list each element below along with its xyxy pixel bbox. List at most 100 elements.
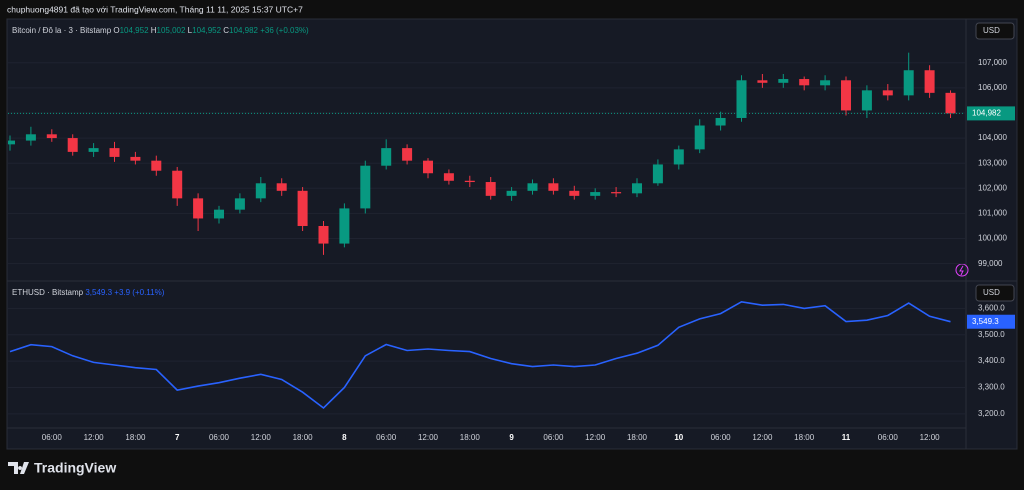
candle-body	[318, 225, 329, 244]
legend-key: O	[111, 26, 119, 35]
candle-body	[485, 182, 496, 196]
legend-key: H	[149, 26, 157, 35]
x-tick-label: 12:00	[752, 433, 773, 442]
y-tick-label: 103,000	[978, 158, 1007, 167]
candle-body	[945, 92, 956, 114]
candle-body	[234, 198, 245, 210]
candle-body	[590, 192, 601, 196]
last-price-box	[967, 106, 1015, 121]
legend-title: ETHUSD · Bitstamp	[12, 288, 84, 297]
x-tick-label: 18:00	[293, 433, 314, 442]
candle-body	[861, 90, 872, 111]
legend-key: L	[185, 26, 192, 35]
legend-change: +3.9 (+0.11%)	[112, 288, 165, 297]
y-tick-label: 3,400.0	[978, 356, 1005, 365]
candle-body	[297, 190, 308, 226]
legend-title: Bitcoin / Đô la · 3 · Bitstamp	[12, 26, 112, 35]
currency-box[interactable]	[975, 284, 1015, 302]
x-tick-label: 12:00	[920, 433, 941, 442]
x-tick-label: 18:00	[460, 433, 481, 442]
candle-body	[611, 192, 622, 194]
candle-body	[381, 148, 392, 166]
candle-body	[109, 148, 120, 157]
x-tick-label: 12:00	[585, 433, 606, 442]
y-tick-label: 3,600.0	[978, 303, 1005, 312]
candle-body	[820, 80, 831, 86]
candle-body	[46, 134, 57, 139]
candle-body	[882, 90, 893, 96]
price-line	[9, 300, 951, 410]
plot	[8, 52, 956, 255]
x-tick-label: 06:00	[711, 433, 732, 442]
pane-legend: ETHUSD · Bitstamp 3,549.3 +3.9 (+0.11%)	[12, 288, 165, 297]
candle-body	[778, 79, 789, 83]
currency[interactable]: USD	[983, 26, 1000, 35]
plot	[9, 300, 951, 410]
candle-body	[464, 180, 475, 183]
x-tick-label: 12:00	[251, 433, 272, 442]
candle-body	[799, 79, 810, 86]
x-tick-label: 8	[342, 433, 347, 442]
candle-body	[443, 173, 454, 181]
pane-legend: Bitcoin / Đô la · 3 · Bitstamp O104,952 …	[12, 26, 309, 35]
currency-btn[interactable]: USD	[975, 284, 1015, 302]
y-tick-label: 102,000	[978, 183, 1007, 192]
y-tick-label: 3,200.0	[978, 409, 1005, 418]
candle-body	[924, 70, 935, 93]
currency[interactable]: USD	[983, 288, 1000, 297]
x-tick-label: 06:00	[209, 433, 230, 442]
candle-body	[402, 148, 413, 161]
candle-body	[360, 165, 371, 209]
candle-body	[151, 160, 162, 171]
candle-body	[715, 117, 726, 126]
candle-body	[193, 198, 204, 219]
y-tick-label: 106,000	[978, 83, 1007, 92]
y-tick-label: 100,000	[978, 234, 1007, 243]
currency-box[interactable]	[975, 22, 1015, 40]
x-tick-label: 18:00	[794, 433, 815, 442]
x-tick-label: 18:00	[627, 433, 648, 442]
legend-value: 105,002	[157, 26, 186, 35]
candle-body	[172, 170, 183, 199]
candle-body	[276, 183, 287, 191]
x-tick-label: 9	[509, 433, 514, 442]
header-text: chuphuong4891 đã tạo với TradingView.com…	[7, 4, 303, 14]
candle-body	[652, 164, 663, 184]
legend-change: +36 (+0.03%)	[258, 26, 309, 35]
candle-body	[67, 138, 78, 152]
legend-key: C	[221, 26, 229, 35]
candle-body	[736, 80, 747, 118]
logo-text: TradingView	[34, 460, 116, 476]
y-tick-label: 104,000	[978, 133, 1007, 142]
x-tick-label: 7	[175, 433, 180, 442]
y-tick-label: 107,000	[978, 58, 1007, 67]
candle-body	[423, 160, 433, 174]
legend-value: 104,952	[120, 26, 149, 35]
candle-body	[339, 208, 350, 244]
legend-value: 3,549.3	[83, 288, 112, 297]
y-tick-label: 3,500.0	[978, 330, 1005, 339]
alert-icon-bolt	[959, 265, 964, 276]
candle-body	[569, 190, 580, 196]
x-tick-label: 12:00	[418, 433, 439, 442]
candle-body	[214, 209, 224, 219]
last-price-label: 3,549.3	[972, 317, 999, 326]
legend-value: 104,952	[192, 26, 221, 35]
candle-body	[527, 183, 538, 191]
x-tick-label: 10	[674, 433, 683, 442]
candle-body	[694, 125, 705, 150]
candle-body	[841, 80, 851, 111]
x-tick-label: 12:00	[84, 433, 105, 442]
legend-value: 104,982	[229, 26, 258, 35]
candle-body	[255, 183, 266, 199]
x-tick-label: 06:00	[42, 433, 63, 442]
y-tick-label: 101,000	[978, 209, 1007, 218]
candle-body	[903, 70, 914, 96]
chart-frame	[6, 18, 1018, 450]
candle-body	[757, 80, 768, 83]
currency-btn[interactable]: USD	[975, 22, 1015, 40]
logo: TradingView	[8, 460, 116, 476]
x-tick-label: 06:00	[878, 433, 899, 442]
candle-body	[8, 140, 15, 145]
